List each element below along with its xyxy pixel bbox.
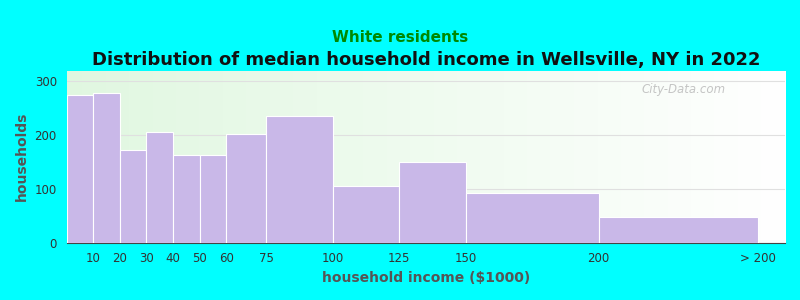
Bar — [173, 155, 199, 243]
Bar — [466, 193, 598, 243]
Bar — [266, 116, 333, 243]
Bar — [199, 155, 226, 243]
Bar — [226, 134, 266, 243]
Bar — [146, 132, 173, 243]
Text: White residents: White residents — [332, 30, 468, 45]
Bar — [66, 95, 93, 243]
Bar — [598, 217, 758, 243]
Title: Distribution of median household income in Wellsville, NY in 2022: Distribution of median household income … — [91, 51, 760, 69]
Bar — [93, 93, 120, 243]
Y-axis label: households: households — [15, 112, 29, 201]
Bar — [333, 186, 399, 243]
Bar — [120, 150, 146, 243]
Text: City-Data.com: City-Data.com — [642, 82, 726, 96]
X-axis label: household income ($1000): household income ($1000) — [322, 271, 530, 285]
Bar — [399, 162, 466, 243]
